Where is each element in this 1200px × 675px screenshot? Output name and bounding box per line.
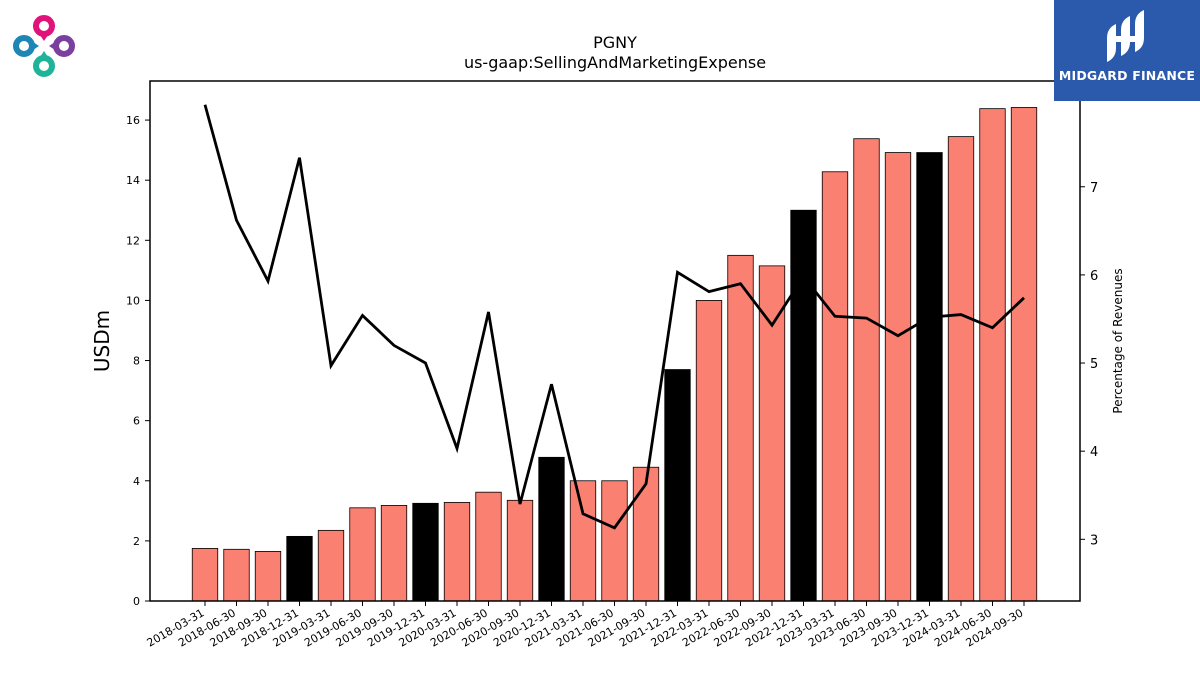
- bar-2022-03-31: [695, 300, 723, 602]
- bar-2021-09-30: [632, 466, 660, 602]
- bar-2022-09-30: [758, 265, 786, 602]
- bar-2019-06-30: [349, 507, 376, 602]
- bar-2021-03-31: [569, 480, 597, 602]
- bar-2020-09-30: [506, 499, 534, 602]
- y-axis-label: USDm: [90, 310, 114, 372]
- chart-subtitle: us-gaap:SellingAndMarketingExpense: [464, 53, 766, 72]
- bar-2019-12-31: [412, 502, 439, 602]
- midgard-logo-icon: [1107, 10, 1144, 62]
- bar-2022-06-30: [727, 254, 754, 602]
- y2-tick-label: 5: [1090, 357, 1098, 372]
- brand-badge: MIDGARD FINANCE: [1054, 0, 1200, 101]
- y-tick-label: 4: [133, 475, 140, 488]
- bar-2024-06-30: [979, 108, 1006, 602]
- y-tick-label: 8: [133, 355, 140, 368]
- bar-2024-09-30: [1010, 107, 1038, 602]
- bar-2023-09-30: [884, 152, 912, 602]
- bar-2024-03-31: [947, 136, 975, 602]
- y2-tick-label: 6: [1090, 269, 1098, 284]
- bar-2023-06-30: [853, 138, 880, 602]
- bar-2020-03-31: [443, 502, 471, 602]
- y2-tick-label: 4: [1090, 445, 1098, 460]
- y2-tick-label: 3: [1090, 533, 1098, 548]
- chart-title: PGNY: [593, 33, 637, 52]
- line-percentage-of-revenues: [203, 104, 1025, 530]
- bar-2022-12-31: [790, 209, 817, 602]
- bar-2023-03-31: [821, 171, 849, 602]
- brand-name: MIDGARD FINANCE: [1058, 68, 1196, 83]
- bar-2018-09-30: [254, 551, 282, 602]
- bar-2018-06-30: [223, 548, 250, 602]
- bar-2020-06-30: [475, 491, 502, 602]
- y-tick-label: 14: [126, 174, 140, 187]
- y-tick-label: 10: [126, 294, 140, 307]
- y-tick-label: 6: [133, 415, 140, 428]
- y2-axis-label: Percentage of Revenues: [1111, 268, 1125, 413]
- y-tick-label: 12: [126, 234, 140, 247]
- y-tick-label: 2: [133, 535, 140, 548]
- y-tick-label: 0: [133, 595, 140, 608]
- bar-2020-12-31: [538, 456, 565, 602]
- y-tick-label: 16: [126, 114, 140, 127]
- bar-2019-03-31: [317, 529, 345, 602]
- bar-2023-12-31: [916, 152, 943, 602]
- bar-2018-12-31: [286, 535, 313, 602]
- clover-logo-icon: [13, 15, 75, 77]
- bar-2019-09-30: [380, 505, 408, 602]
- bar-2021-06-30: [601, 480, 628, 602]
- y2-tick-label: 7: [1090, 181, 1098, 196]
- bar-2018-03-31: [191, 548, 219, 602]
- bar-2021-12-31: [664, 369, 691, 602]
- plot-frame: [149, 80, 1081, 602]
